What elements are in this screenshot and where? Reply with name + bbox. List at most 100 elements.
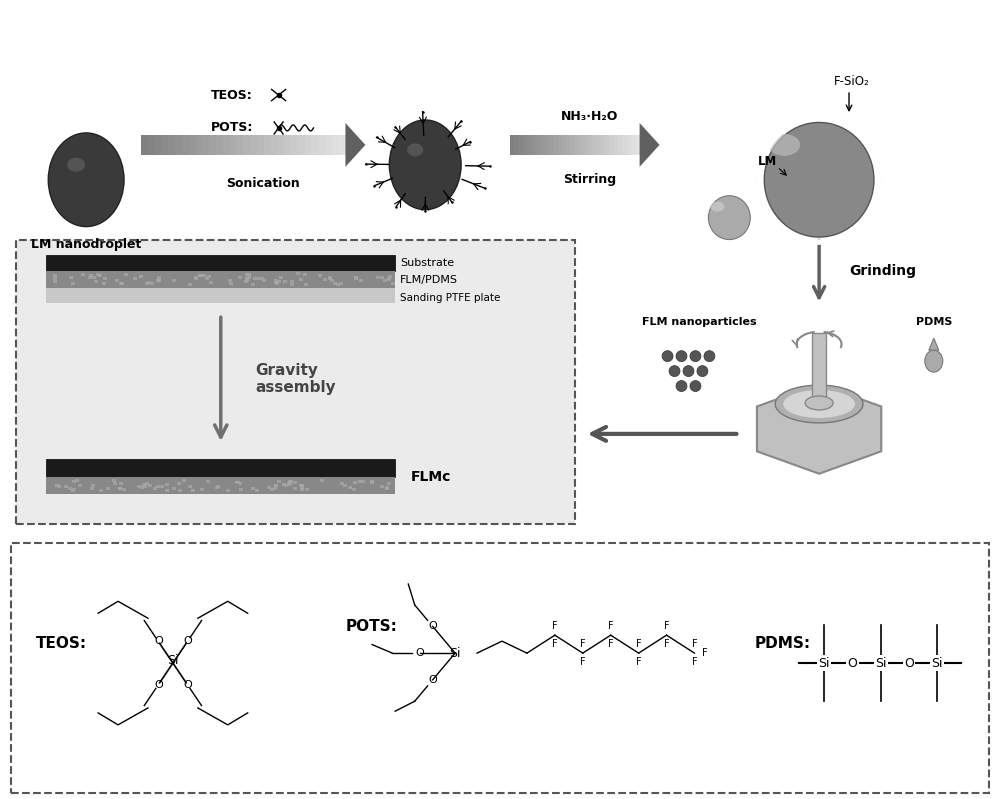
Bar	[305, 488, 309, 491]
Text: Si: Si	[167, 654, 179, 666]
Bar	[188, 484, 192, 487]
Bar	[165, 489, 169, 492]
Text: F: F	[636, 657, 641, 667]
Bar	[270, 135, 278, 155]
Bar	[288, 483, 292, 486]
Bar	[545, 135, 550, 155]
Bar	[631, 135, 636, 155]
Bar	[194, 276, 198, 280]
Bar	[519, 135, 524, 155]
Bar	[333, 282, 337, 285]
Bar	[78, 484, 82, 487]
Bar	[46, 255, 395, 272]
Bar	[71, 283, 75, 285]
Text: O: O	[183, 636, 192, 646]
Bar	[251, 283, 255, 286]
Text: Gravity
assembly: Gravity assembly	[256, 363, 336, 396]
Bar	[103, 276, 107, 280]
Bar	[320, 479, 324, 482]
Bar	[235, 480, 239, 483]
Bar	[157, 276, 161, 279]
Ellipse shape	[775, 385, 863, 423]
Bar	[53, 280, 57, 283]
Text: O: O	[154, 680, 163, 690]
Bar	[300, 484, 304, 487]
Text: LM: LM	[758, 155, 777, 169]
Bar	[238, 276, 242, 279]
Bar	[189, 135, 197, 155]
Bar	[352, 488, 356, 491]
Bar	[102, 282, 106, 285]
Circle shape	[676, 380, 687, 392]
Bar	[370, 480, 374, 483]
Bar	[299, 484, 303, 487]
Bar	[253, 277, 257, 280]
Bar	[284, 483, 288, 487]
Bar	[72, 480, 76, 483]
Bar	[236, 481, 240, 484]
Bar	[274, 484, 278, 487]
Bar	[140, 487, 144, 490]
Text: F: F	[608, 621, 614, 631]
Bar	[205, 277, 209, 280]
Bar	[99, 488, 103, 491]
Bar	[98, 274, 102, 277]
Text: O: O	[904, 657, 914, 670]
Bar	[553, 135, 559, 155]
Bar	[277, 135, 285, 155]
Bar	[182, 135, 190, 155]
Bar	[133, 277, 137, 280]
Bar	[46, 288, 395, 304]
Text: Stirring: Stirring	[563, 173, 616, 186]
Bar	[570, 135, 576, 155]
Bar	[273, 487, 277, 490]
Bar	[157, 279, 161, 282]
Circle shape	[662, 351, 673, 362]
Bar	[148, 484, 152, 487]
Text: F: F	[552, 621, 558, 631]
Bar	[284, 135, 292, 155]
Bar	[89, 274, 93, 277]
Bar	[168, 135, 176, 155]
Bar	[156, 485, 160, 488]
Text: F: F	[552, 639, 558, 649]
Bar	[575, 135, 580, 155]
Text: Grinding: Grinding	[849, 264, 916, 278]
Bar	[289, 480, 293, 483]
Bar	[160, 485, 164, 488]
Bar	[277, 479, 281, 483]
Bar	[244, 280, 248, 284]
Bar	[53, 274, 57, 277]
Bar	[250, 135, 258, 155]
Bar	[209, 280, 213, 284]
Text: NH₃·H₂O: NH₃·H₂O	[561, 110, 618, 123]
Bar	[69, 276, 73, 279]
Text: TEOS:: TEOS:	[36, 636, 87, 650]
Bar	[339, 135, 346, 155]
Bar	[290, 283, 294, 286]
Text: LM nanodroplet: LM nanodroplet	[31, 237, 141, 251]
Text: Si: Si	[875, 657, 887, 670]
Bar	[290, 280, 294, 283]
Bar	[147, 281, 151, 284]
Bar	[605, 135, 610, 155]
Bar	[150, 282, 154, 285]
Bar	[243, 135, 251, 155]
Bar	[300, 488, 304, 491]
Bar	[387, 276, 391, 280]
Bar	[223, 135, 231, 155]
Bar	[527, 135, 533, 155]
Text: O: O	[416, 648, 425, 658]
Bar	[293, 487, 297, 490]
Bar	[385, 487, 389, 490]
Bar	[532, 135, 537, 155]
Bar	[592, 135, 597, 155]
Text: Si: Si	[449, 646, 461, 660]
Bar	[139, 275, 143, 278]
Bar	[257, 135, 265, 155]
Text: F: F	[664, 639, 669, 649]
Bar	[142, 483, 146, 486]
Polygon shape	[929, 338, 939, 350]
Bar	[165, 483, 169, 487]
Bar	[383, 279, 387, 282]
